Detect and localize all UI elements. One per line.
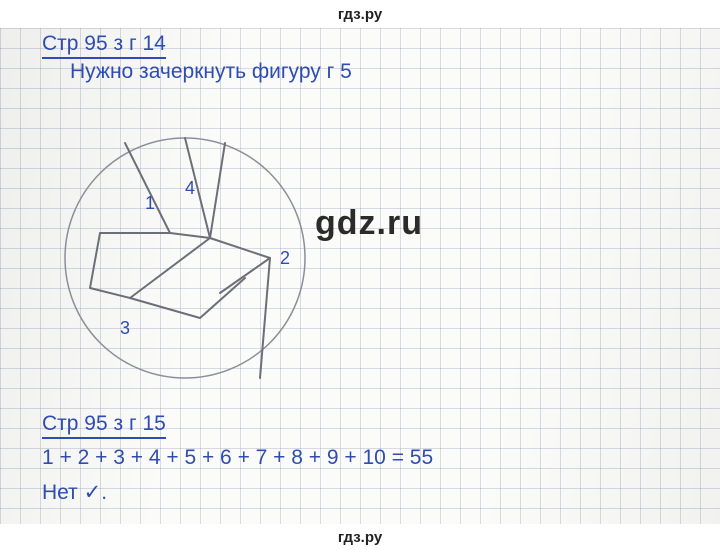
label-3-text: 3 <box>120 318 130 338</box>
task15-sum-text: 1 + 2 + 3 + 4 + 5 + 6 + 7 + 8 + 9 + 10 =… <box>42 446 433 469</box>
site-footer: гдз.ру <box>0 529 720 546</box>
watermark-text: gdz.ru <box>315 204 423 242</box>
figure-label-1: 1 <box>145 193 155 214</box>
task14-statement: Нужно зачеркнуть фигуру г 5 <box>70 60 352 84</box>
task15-reference: Стр 95 з г 15 <box>42 412 166 439</box>
header-text: гдз.ру <box>338 6 382 23</box>
task15-sum: 1 + 2 + 3 + 4 + 5 + 6 + 7 + 8 + 9 + 10 =… <box>42 446 433 470</box>
tail-line <box>260 258 270 378</box>
task15-ref-text: Стр 95 з г 15 <box>42 412 166 435</box>
right-arm-top <box>210 238 270 293</box>
task14-ref-text: Стр 95 з г 14 <box>42 32 166 55</box>
left-lower <box>90 233 130 298</box>
lower-v <box>130 238 210 318</box>
figure-label-2: 2 <box>280 248 290 269</box>
notebook-paper: Стр 95 з г 14 Нужно зачеркнуть фигуру г … <box>0 28 720 524</box>
label-1-text: 1 <box>145 193 155 213</box>
figure-label-3: 3 <box>120 318 130 339</box>
label-4-text: 4 <box>185 178 195 198</box>
footer-text: гдз.ру <box>338 529 382 546</box>
wedge-4-right <box>210 143 225 238</box>
right-arm-bottom <box>200 278 245 318</box>
figure-lines <box>90 138 270 378</box>
task14-reference: Стр 95 з г 14 <box>42 32 166 59</box>
task15-answer: Нет ✓. <box>42 480 107 505</box>
watermark: gdz.ru <box>315 204 423 243</box>
figure-label-4: 4 <box>185 178 195 199</box>
site-header: гдз.ру <box>0 0 720 27</box>
task14-text: Нужно зачеркнуть фигуру г 5 <box>70 60 352 83</box>
task15-answer-text: Нет ✓. <box>42 481 107 504</box>
wedge-1 <box>100 143 170 233</box>
label-2-text: 2 <box>280 248 290 268</box>
